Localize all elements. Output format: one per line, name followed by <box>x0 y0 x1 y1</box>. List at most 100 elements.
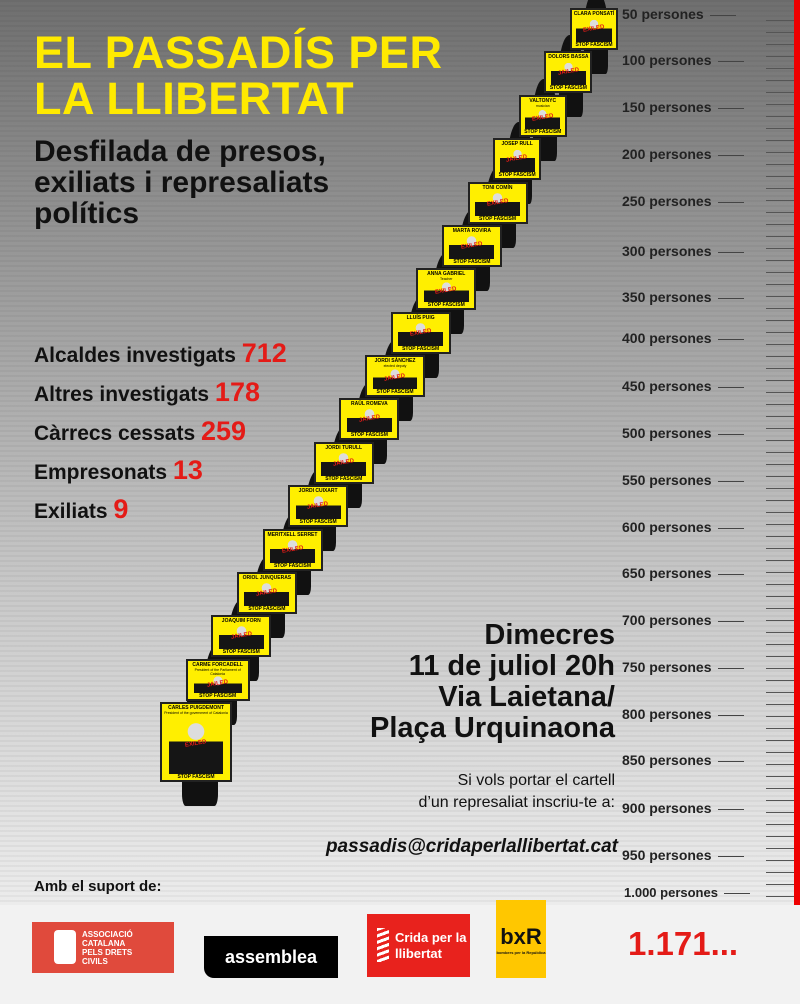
invite-line: d’un represaliat inscriu-te a: <box>418 794 615 811</box>
portrait: JAILED <box>295 494 341 520</box>
portrait: EXILED <box>168 715 224 774</box>
scale-minor-tick <box>766 848 794 849</box>
scale-minor-tick <box>766 212 794 213</box>
scale-tick-label: 250 persones <box>622 193 782 209</box>
prisoner-sign: TONI COMÍN EXILED STOP FASCISM <box>467 181 528 224</box>
scale-tick-label: 1.000 persones <box>624 885 784 900</box>
scale-tick-label: 100 persones <box>622 52 782 68</box>
prisoner-sign: MARTA ROVIRA EXILED STOP FASCISM <box>441 224 502 267</box>
sign-stamp: EXILED <box>281 544 304 555</box>
scale-minor-tick <box>766 752 794 753</box>
sign-stamp: EXILED <box>409 327 432 338</box>
portrait: JAILED <box>321 450 367 476</box>
stat-label: Alcaldes investigats <box>34 344 236 367</box>
scale-minor-tick <box>766 80 794 81</box>
sign-stamp: JAILED <box>306 501 330 511</box>
scale-minor-tick <box>766 668 794 669</box>
sign-footer: STOP FASCISM <box>350 432 388 439</box>
sign-footer: STOP FASCISM <box>498 172 536 179</box>
sign-desc: Teacher <box>440 277 453 282</box>
support-label: Amb el suport de: <box>34 878 162 895</box>
scale-minor-tick <box>766 344 794 345</box>
logo-assemblea: assemblea <box>204 936 338 978</box>
logo-acdc: ASSOCIACIÓ CATALANA PELS DRETS CIVILS <box>32 922 174 973</box>
sign-name: RAÜL ROMEVA <box>350 401 388 408</box>
prisoner-sign: RAÜL ROMEVA JAILED STOP FASCISM <box>339 398 400 441</box>
title-line: EL PASSADÍS PER <box>34 27 443 78</box>
scale-tick-label: 700 persones <box>622 612 782 628</box>
stat-value: 9 <box>113 494 129 524</box>
sign-footer: STOP FASCISM <box>427 302 465 309</box>
scale-minor-tick <box>766 896 794 897</box>
logo-acdc-text: ASSOCIACIÓ CATALANA PELS DRETS CIVILS <box>82 929 133 966</box>
portrait: JAILED <box>346 407 392 433</box>
scale-minor-tick <box>766 452 794 453</box>
sign-footer: STOP FASCISM <box>299 519 337 526</box>
scale-minor-tick <box>766 332 794 333</box>
sign-footer: STOP FASCISM <box>402 345 440 352</box>
stat-value: 178 <box>214 377 260 407</box>
scale-minor-tick <box>766 380 794 381</box>
scale-minor-tick <box>766 764 794 765</box>
portrait: JAILED <box>218 624 264 650</box>
scale-minor-tick <box>766 92 794 93</box>
sign-name: MERITXELL SERRET <box>267 531 318 538</box>
poster-title: EL PASSADÍS PER LA LLIBERTAT <box>34 30 442 122</box>
stat-row: Empresonats 13 <box>34 455 287 494</box>
portrait: JAILED <box>244 580 290 606</box>
prisoner-sign: JORDI TURULL JAILED STOP FASCISM <box>313 441 374 484</box>
stat-label: Càrrecs cessats <box>34 422 196 445</box>
scale-minor-tick <box>766 884 794 885</box>
subtitle-line: Desfilada de presos, <box>34 135 326 168</box>
scale-minor-tick <box>766 500 794 501</box>
prisoner-sign: ORIOL JUNQUERAS JAILED STOP FASCISM <box>236 571 297 614</box>
prisoner-sign: JORDI SÀNCHEZ elected deputy JAILED STOP FA… <box>365 355 425 397</box>
scale-minor-tick <box>766 356 794 357</box>
title-line: LA LLIBERTAT <box>34 73 355 124</box>
scale-minor-tick <box>766 476 794 477</box>
portrait: JAILED <box>499 147 535 173</box>
stat-row: Altres investigats 178 <box>34 377 287 416</box>
scale-minor-tick <box>766 824 794 825</box>
red-scale-bar <box>794 0 800 905</box>
logo-bxr: bxR bombers per la República <box>496 900 546 978</box>
scale-tick-label: 950 persones <box>622 847 782 863</box>
stat-value: 13 <box>172 455 203 485</box>
prisoner-sign: MERITXELL SERRET EXILED STOP FASCISM <box>262 528 323 571</box>
scale-minor-tick <box>766 464 794 465</box>
scale-minor-tick <box>766 236 794 237</box>
scale-minor-tick <box>766 788 794 789</box>
scale-minor-tick <box>766 776 794 777</box>
scale-tick-label: 300 persones <box>622 243 782 259</box>
sign-stamp: JAILED <box>255 588 278 598</box>
sign-footer: STOP FASCISM <box>199 692 237 699</box>
scale-minor-tick <box>766 392 794 393</box>
signup-email[interactable]: passadis@cridaperlallibertat.cat <box>325 836 618 857</box>
scale-minor-tick <box>766 680 794 681</box>
sign-footer: STOP FASCISM <box>478 215 517 222</box>
sign-footer: STOP FASCISM <box>575 42 613 48</box>
scale-minor-tick <box>766 536 794 537</box>
logo-crida-text: Crida per la llibertat <box>395 929 467 961</box>
scale-minor-tick <box>766 524 794 525</box>
scale-tick-label: 50 persones <box>622 6 782 22</box>
scale-minor-tick <box>766 644 794 645</box>
scale-tick-label: 400 persones <box>622 330 782 346</box>
sign-footer: STOP FASCISM <box>222 649 260 656</box>
stat-label: Empresonats <box>34 461 168 484</box>
prisoner-sign: LLUÍS PUIG EXILED STOP FASCISM <box>390 311 451 354</box>
sign-desc: musician <box>535 103 550 108</box>
scale-minor-tick <box>766 704 794 705</box>
sign-footer: STOP FASCISM <box>549 85 587 92</box>
logo-bxr-text: bxR <box>500 923 542 949</box>
scale-minor-tick <box>766 104 794 105</box>
sign-desc: President of the government of Catalonia <box>164 711 228 715</box>
scale-minor-tick <box>766 860 794 861</box>
scale-minor-tick <box>766 272 794 273</box>
scale-minor-tick <box>766 512 794 513</box>
scale-minor-tick <box>766 260 794 261</box>
poster-subtitle: Desfilada de presos, exiliats i represal… <box>34 136 329 229</box>
sign-name: LLUÍS PUIG <box>406 314 435 321</box>
scale-tick-label: 600 persones <box>622 519 782 535</box>
prisoner-sign: CLARA PONSATÍ EXILED STOP FASCISM <box>570 8 618 50</box>
